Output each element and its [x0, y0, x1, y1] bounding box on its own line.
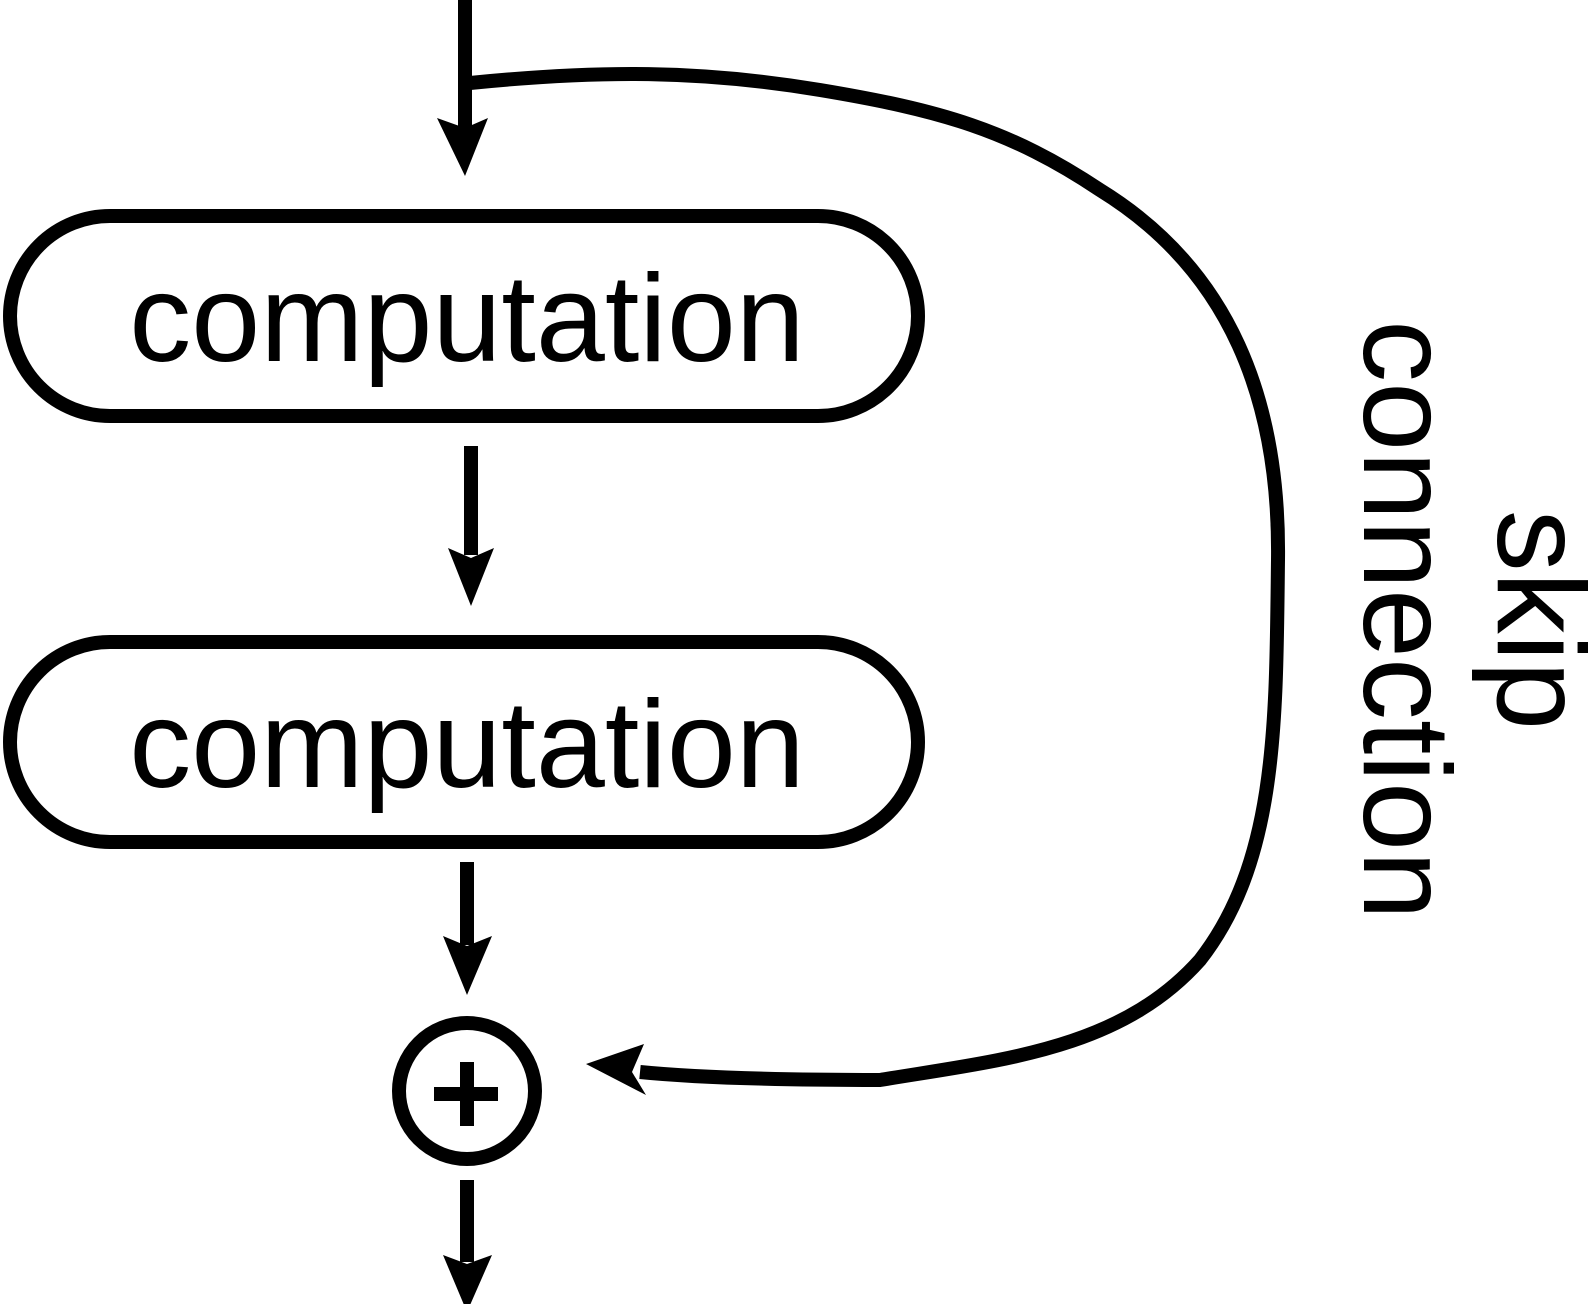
computation-block-2: computation: [3, 635, 925, 849]
skip-connection-label: skip connection: [1337, 320, 1593, 920]
output-arrow: [443, 1180, 492, 1304]
block-connector-arrow: [448, 446, 494, 606]
input-arrow: [437, 0, 488, 176]
computation-block-1: computation: [3, 209, 925, 423]
connection-label: connection: [1337, 320, 1475, 920]
computation-label-2: computation: [129, 676, 805, 814]
computation-label-1: computation: [129, 250, 805, 388]
to-sum-arrow: [443, 862, 492, 995]
skip-connection-arrow: [469, 67, 1286, 1095]
skip-label: skip: [1471, 510, 1593, 731]
sum-node: [392, 1016, 542, 1166]
